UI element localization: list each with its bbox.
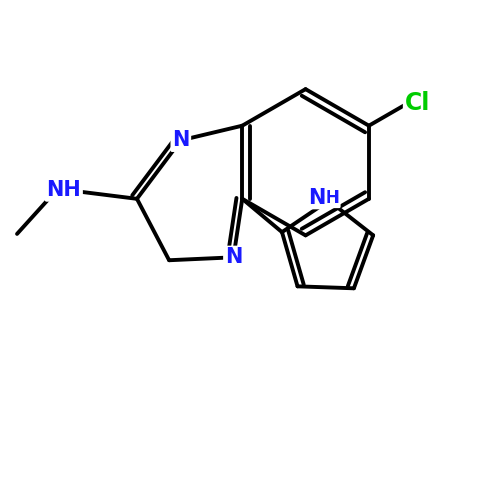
Text: N: N xyxy=(225,248,242,268)
Text: H: H xyxy=(324,188,339,206)
Text: N: N xyxy=(308,188,326,208)
Text: Cl: Cl xyxy=(404,90,430,114)
Text: NH: NH xyxy=(46,180,81,200)
Text: N: N xyxy=(172,130,190,150)
